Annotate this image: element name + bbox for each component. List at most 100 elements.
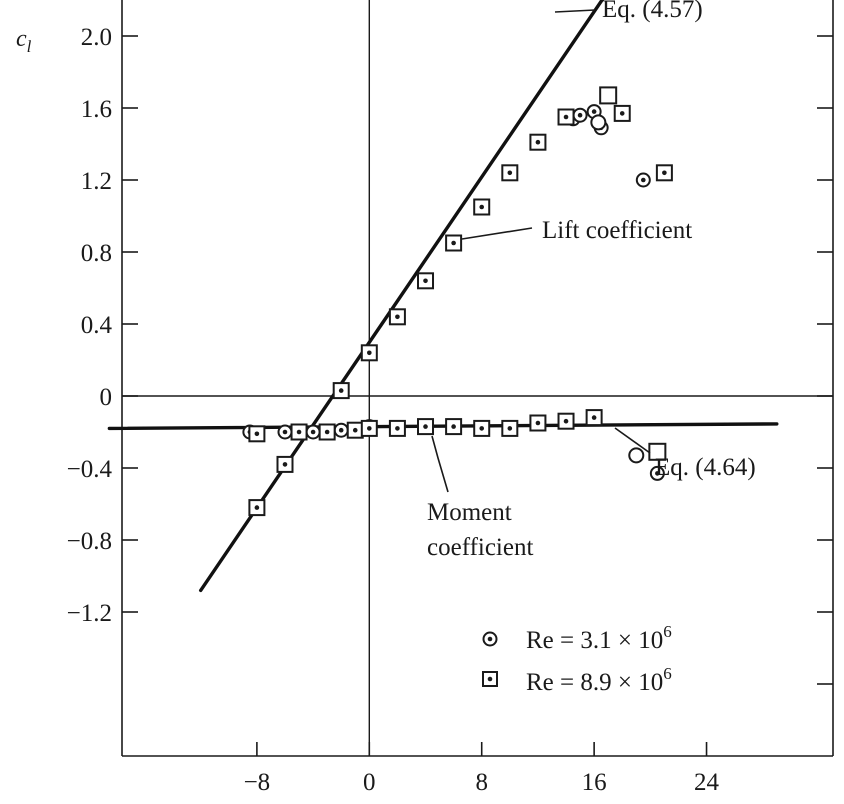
marker-dot — [324, 429, 330, 435]
legend-label-re31: Re = 3.1 × 106 — [526, 622, 672, 654]
square-lift-point — [473, 198, 491, 216]
marker-dot — [338, 388, 344, 393]
y-axis-label-c: c — [16, 26, 27, 52]
marker-dot — [367, 426, 372, 431]
circle-lift-point — [635, 172, 651, 188]
square-lift-point — [417, 272, 435, 290]
annotation-coefficient: coefficient — [427, 534, 533, 561]
marker-dot — [338, 427, 344, 433]
annotation-moment: Moment — [427, 499, 512, 526]
marker-dot — [591, 109, 597, 114]
x-tick-label: −8 — [244, 769, 271, 796]
marker-dot — [254, 431, 260, 437]
annotation-eq457: Eq. (4.57) — [602, 0, 703, 23]
marker-dot — [577, 112, 583, 118]
x-tick-label: 8 — [475, 769, 488, 796]
marker-dot — [451, 240, 456, 246]
fit-lines — [107, 0, 779, 593]
y-tick-label: 1.2 — [81, 168, 112, 195]
marker-dot — [451, 424, 456, 429]
marker-dot — [655, 471, 660, 476]
circle-lift-point — [572, 107, 588, 123]
marker-dot — [254, 505, 260, 510]
lift-fit-line — [198, 0, 605, 593]
square-lift-point — [388, 308, 406, 326]
marker-dot — [423, 278, 428, 284]
square-moment-point — [318, 423, 336, 441]
leader-eq457 — [554, 9, 596, 13]
open-circle-point — [590, 114, 607, 131]
square-lift-point — [248, 499, 266, 517]
square-lift-point — [276, 455, 294, 473]
square-lift-point — [557, 108, 575, 126]
square-moment-point — [557, 412, 575, 430]
legend-marker-re89 — [482, 671, 498, 687]
open-circle-point — [628, 447, 645, 464]
square-lift-point — [360, 344, 378, 362]
marker-dot — [282, 462, 288, 467]
annotation-eq464: Eq. (4.64) — [655, 454, 756, 481]
svg-text:cl: cl — [16, 26, 32, 56]
marker-dot — [395, 314, 400, 320]
marker-dot — [282, 429, 288, 435]
y-tick-label: −0.8 — [67, 528, 112, 555]
square-lift-point — [445, 234, 463, 252]
square-moment-point — [388, 419, 406, 437]
square-lift-point — [529, 133, 547, 151]
square-lift-point — [613, 104, 631, 122]
marker-dot — [641, 177, 646, 183]
y-tick-label: −1.2 — [67, 600, 112, 627]
marker-dot — [563, 418, 569, 424]
circle-moment-point — [649, 465, 665, 481]
square-lift-point — [332, 382, 350, 400]
marker-dot — [367, 350, 372, 356]
marker-dot — [296, 429, 302, 435]
y-tick-label: 1.6 — [81, 96, 112, 123]
y-tick-label: −0.4 — [67, 456, 113, 483]
square-moment-point — [501, 419, 519, 437]
square-moment-point — [445, 418, 463, 436]
x-tick-label: 24 — [694, 769, 720, 796]
data-markers — [242, 86, 673, 517]
y-tick-label: 0 — [100, 384, 113, 411]
square-lift-point — [501, 164, 519, 182]
marker-dot — [563, 114, 569, 120]
zero-reference-lines — [122, 0, 833, 756]
marker-dot — [619, 111, 625, 116]
y-tick-label: 0.8 — [81, 240, 112, 267]
marker-dot — [507, 426, 513, 431]
square-moment-point — [290, 423, 308, 441]
marker-dot — [535, 139, 541, 145]
square-moment-point — [585, 409, 603, 427]
square-moment-point — [346, 421, 364, 439]
y-axis-label: cl — [16, 26, 32, 56]
marker-dot — [591, 415, 597, 420]
marker-dot — [479, 426, 485, 431]
marker-dot — [352, 427, 358, 433]
axis-ticks — [122, 35, 833, 756]
square-moment-point — [248, 425, 266, 443]
legend-marker-re31 — [482, 631, 498, 647]
y-tick-label: 0.4 — [81, 312, 113, 339]
square-moment-point — [417, 418, 435, 436]
marker-dot — [507, 170, 513, 176]
axis-tick-labels: −8 0 8 16 24 2.0 1.6 1.2 0.8 0.4 0 −0.4 −0.8 −1.2 — [67, 24, 720, 796]
marker-dot — [423, 424, 428, 429]
square-lift-point — [655, 164, 673, 182]
annotation-lift-coefficient: Lift coefficient — [542, 217, 692, 244]
marker-dot — [310, 429, 316, 435]
square-moment-point — [473, 419, 491, 437]
plot-frame — [121, 0, 834, 757]
marker-dot — [662, 170, 667, 176]
marker-dot — [479, 204, 485, 210]
legend-label-re89: Re = 8.9 × 106 — [526, 664, 672, 696]
annotations: Eq. (4.57) Lift coefficient Moment coeff… — [427, 0, 756, 561]
leader-lift — [461, 227, 533, 240]
legend: Re = 3.1 × 106 Re = 8.9 × 106 — [482, 622, 672, 696]
square-moment-point — [529, 414, 547, 432]
circle-moment-point — [333, 422, 349, 438]
circle-moment-point — [305, 424, 321, 440]
square-moment-point — [360, 419, 378, 437]
leader-moment — [431, 435, 449, 493]
